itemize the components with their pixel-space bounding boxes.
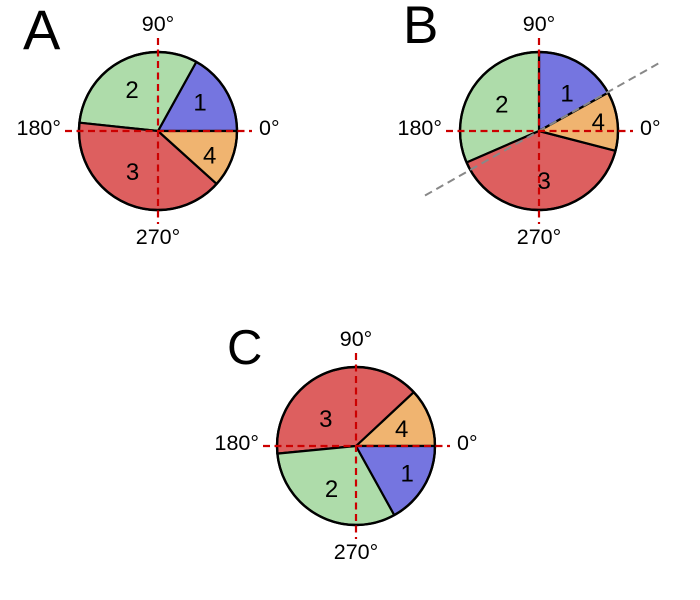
panel-b-axis-label-180: 180° [398,116,442,140]
panel-b-axis-label-0: 0° [640,116,661,140]
panel-c-letter: C [227,321,263,375]
panel-a: 1 2 3 4 90° 270° 180° 0° [17,12,280,249]
panel-b: 1 2 3 4 90° 270° 180° 0° [398,12,663,249]
panel-b-slice-3-label: 3 [538,168,551,195]
panel-a-slice-3-label: 3 [126,159,139,186]
panel-a-slice-2-label: 2 [125,77,138,104]
panel-c-slice-1-label: 1 [401,461,414,488]
panel-b-slice-4-label: 4 [592,109,605,136]
panel-a-slice-4-label: 4 [203,143,216,170]
panel-c-axis-label-180: 180° [215,431,259,455]
panel-a-slice-1-label: 1 [193,90,206,117]
panel-c: 4 3 2 1 90° 270° 180° 0° [215,327,478,564]
panel-b-rotation-line [424,60,663,197]
panel-c-axis-label-270: 270° [334,540,378,564]
panel-b-slice-2-label: 2 [495,92,508,119]
panel-b-slice-1-label: 1 [560,81,573,108]
panel-a-axis-label-90: 90° [142,12,175,36]
panel-b-axis-label-90: 90° [523,12,556,36]
panel-c-axis-label-0: 0° [457,431,478,455]
panel-c-axis-label-90: 90° [340,327,373,351]
panel-a-axis-label-270: 270° [136,225,180,249]
panel-c-slice-3-label: 3 [319,406,332,433]
panel-a-axis-label-0: 0° [259,116,280,140]
panel-c-slice-4-label: 4 [395,416,408,443]
panel-a-axis-label-180: 180° [17,116,61,140]
panel-b-axis-label-270: 270° [517,225,561,249]
panel-a-letter: A [23,0,61,61]
panel-b-letter: B [403,0,439,55]
panel-c-slice-2-label: 2 [325,476,338,503]
